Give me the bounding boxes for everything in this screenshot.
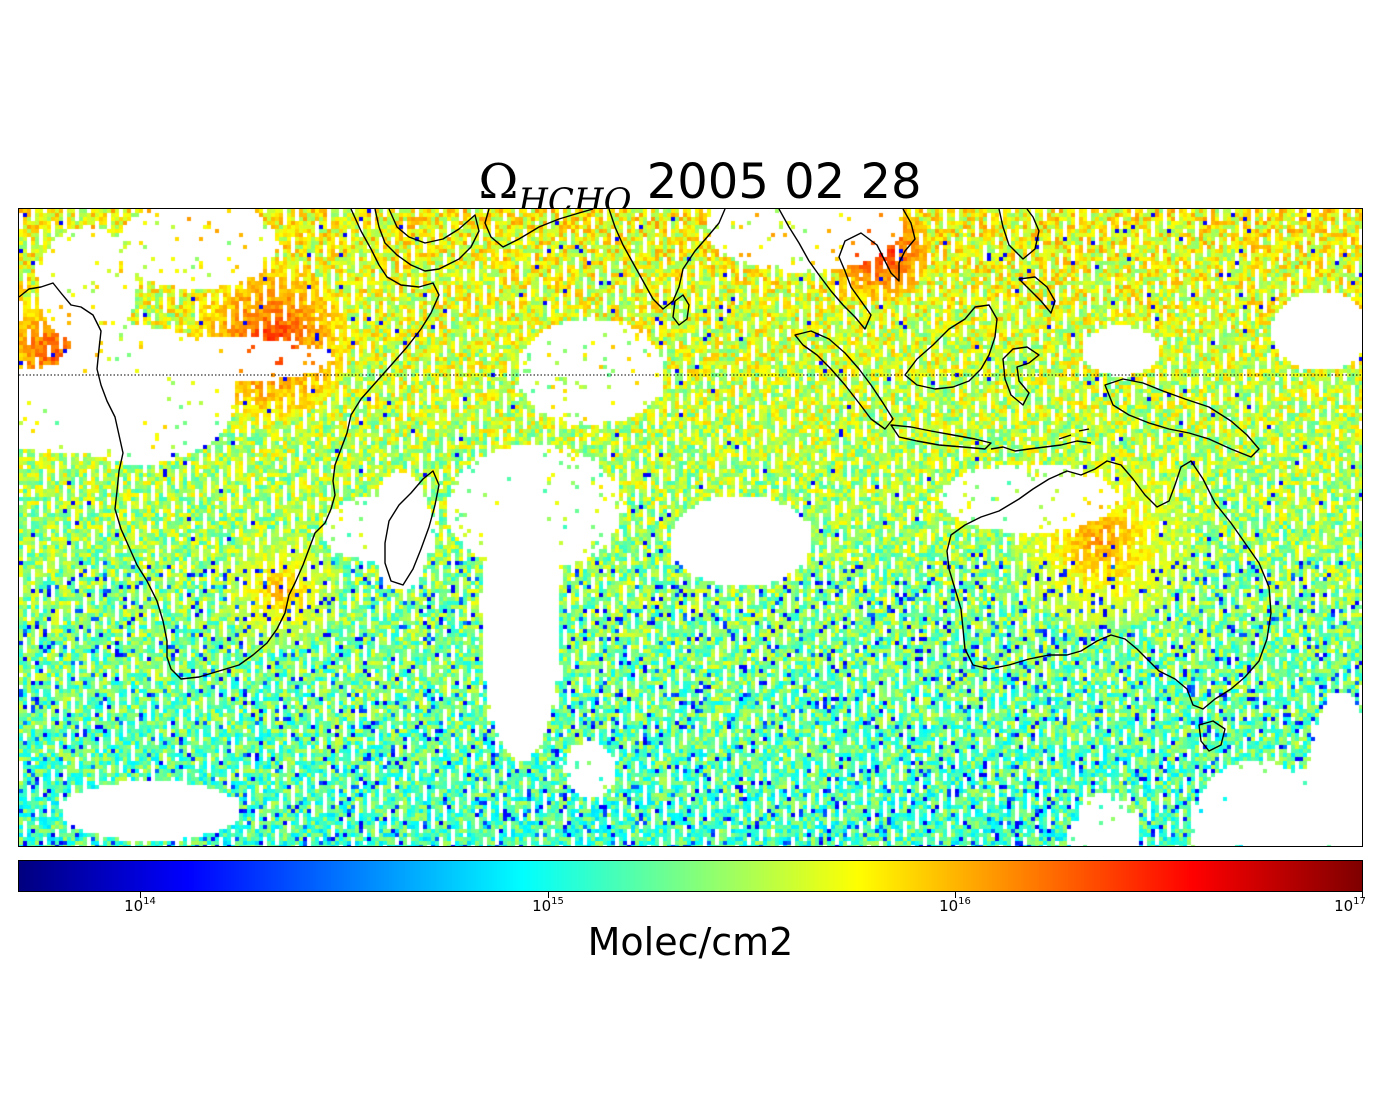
coast-srilanka: [672, 294, 690, 326]
coast-australia: [946, 460, 1272, 710]
figure-title: ΩHCHO 2005 02 28: [0, 152, 1400, 221]
colorbar-tick-2: [548, 892, 549, 898]
coast-africa: [19, 209, 440, 680]
coast-lesser-islands: [990, 428, 1092, 452]
coast-newguinea: [1104, 378, 1260, 458]
colorbar-tick-label: 1017: [1334, 896, 1366, 915]
colorbar-gradient: [19, 861, 1362, 891]
colorbar-tick-label: 1014: [124, 896, 156, 915]
title-omega: Ω: [478, 154, 519, 210]
colorbar-tick-4: [1362, 892, 1363, 898]
colorbar: [18, 860, 1363, 892]
colorbar-tick-1: [140, 892, 141, 898]
coast-java: [890, 424, 992, 450]
map-panel: [18, 208, 1363, 847]
colorbar-label: Molec/cm2: [587, 920, 794, 964]
coast-sumatra: [794, 330, 894, 430]
coastlines: [19, 209, 1272, 752]
coast-philippines: [998, 209, 1056, 314]
coast-tasmania: [1198, 720, 1226, 752]
coast-arabia: [484, 209, 594, 248]
coast-seasia: [778, 209, 916, 330]
hcho-field: [19, 209, 1362, 846]
coast-borneo: [904, 304, 998, 390]
coast-india: [608, 209, 726, 310]
colorbar-tick-label: 1016: [939, 896, 971, 915]
colorbar-tick-3: [955, 892, 956, 898]
coast-sulawesi: [1002, 346, 1040, 406]
colorbar-tick-label: 1015: [532, 896, 564, 915]
coast-madagascar: [384, 470, 440, 586]
title-date: 2005 02 28: [646, 154, 922, 210]
map-overlay: [19, 209, 1362, 752]
coast-red-sea: [374, 209, 480, 272]
